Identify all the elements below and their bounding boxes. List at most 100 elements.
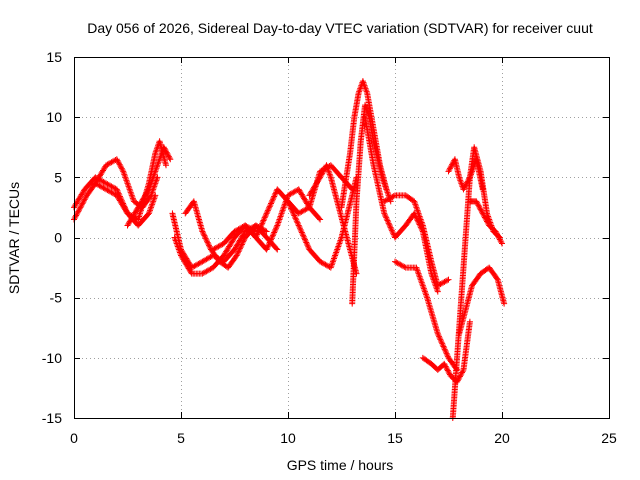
data-point [268,200,275,207]
series-sat-p [392,258,461,373]
x-tick-label: 10 [280,430,296,446]
data-point [267,201,274,208]
data-point [163,149,170,156]
data-point [152,192,159,199]
data-point [434,330,441,337]
data-point [256,227,263,234]
data-point [466,175,473,182]
data-point [262,211,269,218]
data-point [255,228,262,235]
series-sat-t [456,264,508,337]
data-point [456,374,463,381]
data-point [72,213,79,220]
axis-ticks [74,57,610,419]
data-point [493,275,500,282]
data-point [436,333,443,340]
data-point [257,223,264,230]
data-point [475,202,482,209]
data-point [385,220,392,227]
data-point [236,245,243,252]
data-point [261,214,268,221]
data-point [235,248,242,255]
x-tick-labels: 0 5 10 15 20 25 [70,430,617,446]
data-point [270,230,277,237]
data-point [266,203,273,210]
data-point [266,239,273,246]
y-tick-label: -5 [50,290,63,306]
data-point [204,239,211,246]
data-point [484,219,491,226]
data-point [449,161,456,168]
data-point [381,210,388,217]
data-point [385,218,392,225]
data-point [464,178,471,185]
data-point [493,229,500,236]
data-point [299,230,306,237]
data-point [238,241,245,248]
data-point [271,228,278,235]
data-point [495,233,502,240]
data-point [316,175,323,182]
data-point [76,205,83,212]
data-point [446,166,453,173]
data-point [440,343,447,350]
data-point [442,347,449,354]
data-point [268,199,275,206]
data-point [479,186,486,193]
data-point [435,332,442,339]
data-point [444,277,451,284]
data-point [445,368,452,375]
data-point [439,342,446,349]
data-point [162,146,169,153]
y-tick-label: 15 [46,49,62,65]
data-point [237,244,244,251]
data-point [236,246,243,253]
data-point [261,216,268,223]
data-point [438,339,445,346]
data-point [387,224,394,231]
data-point [474,201,481,208]
data-point [160,144,167,151]
data-point [263,246,270,253]
data-point [443,364,450,371]
data-point [437,336,444,343]
x-tick-label: 15 [387,430,403,446]
data-point [287,204,294,211]
data-point [271,192,278,199]
data-point [269,232,276,239]
data-point [304,242,311,249]
series-sat-d [71,180,159,229]
data-point [496,236,503,243]
data-point [321,166,328,173]
data-point [295,221,302,228]
data-point [202,235,209,242]
chart-title: Day 056 of 2026, Sidereal Day-to-day VTE… [87,20,593,36]
data-point [473,198,480,205]
x-tick-label: 5 [177,430,185,446]
data-point [264,243,271,250]
data-point [463,181,470,188]
data-point [388,227,395,234]
data-point [203,236,210,243]
data-point [388,226,395,233]
data-point [116,161,123,168]
data-point [267,238,274,245]
data-point [305,243,312,250]
data-point [444,367,451,374]
data-point [240,237,247,244]
data-point [78,201,85,208]
data-point [434,288,441,295]
data-point [286,202,293,209]
data-point [301,236,308,243]
data-point [290,209,297,216]
data-point [200,229,207,236]
y-tick-label: -15 [42,410,62,426]
y-axis-label: SDTVAR / TECUs [6,182,22,294]
data-point [446,165,453,172]
data-point [238,242,245,249]
data-point [258,221,265,228]
data-point [383,216,390,223]
data-point [273,245,280,252]
data-point [118,165,125,172]
data-point [274,246,281,253]
